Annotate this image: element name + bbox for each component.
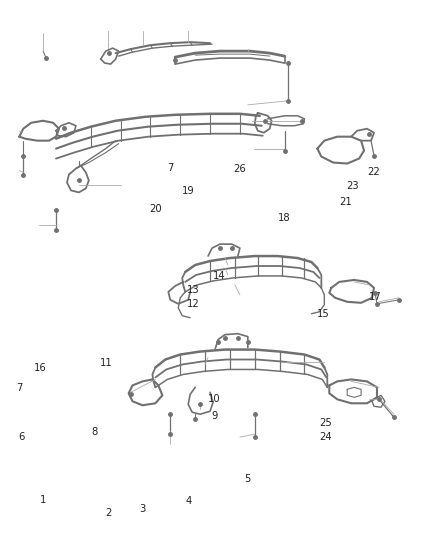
Text: 24: 24 — [319, 432, 332, 442]
Text: 7: 7 — [167, 164, 173, 173]
Text: 26: 26 — [233, 164, 246, 174]
Text: 1: 1 — [39, 495, 46, 505]
Text: 17: 17 — [369, 292, 382, 302]
Text: 22: 22 — [367, 167, 380, 177]
Text: 2: 2 — [105, 507, 111, 518]
Text: 21: 21 — [339, 197, 352, 207]
Text: 20: 20 — [150, 204, 162, 214]
Text: 12: 12 — [187, 298, 199, 309]
Text: 19: 19 — [182, 186, 195, 196]
Text: 16: 16 — [34, 364, 47, 373]
Text: 15: 15 — [317, 309, 330, 319]
Text: 25: 25 — [319, 418, 332, 429]
Text: 4: 4 — [185, 496, 192, 506]
Text: 5: 5 — [244, 474, 251, 483]
Text: 3: 3 — [140, 504, 146, 514]
Text: 11: 11 — [99, 358, 112, 368]
Text: 10: 10 — [208, 394, 221, 404]
Text: 14: 14 — [213, 271, 225, 281]
Text: 18: 18 — [278, 213, 290, 223]
Text: 23: 23 — [347, 181, 359, 191]
Text: 6: 6 — [18, 432, 24, 442]
Text: 7: 7 — [17, 383, 23, 393]
Text: 8: 8 — [92, 427, 98, 438]
Text: 13: 13 — [187, 285, 199, 295]
Text: 9: 9 — [212, 411, 218, 421]
